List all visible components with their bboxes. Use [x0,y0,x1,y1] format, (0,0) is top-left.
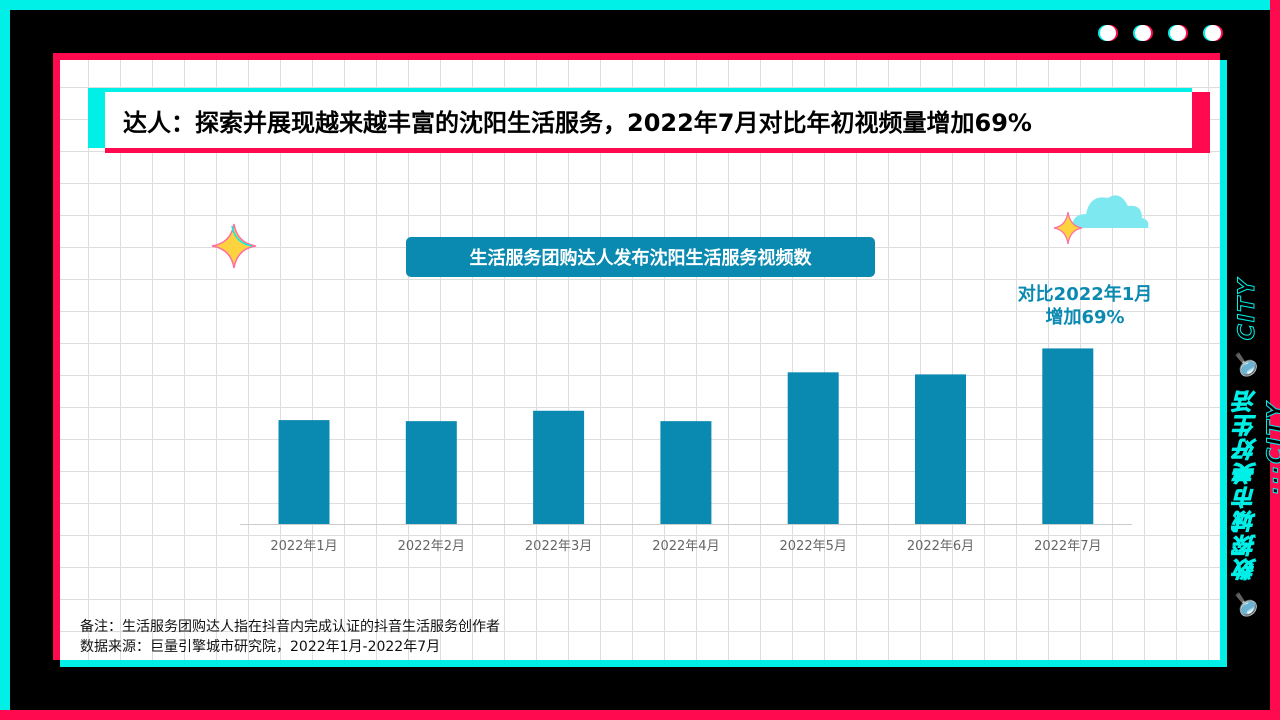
annotation-line-2: 增加69% [1045,307,1125,328]
x-tick-label: 2022年6月 [907,539,974,554]
annotation-line-1: 对比2022年1月 [1017,284,1153,305]
cloud-sparkle-icon [1053,195,1149,245]
remark-note: 备注：生活服务团购达人指在抖音内完成认证的抖音生活服务创作者 [80,619,500,635]
x-tick-label: 2022年1月 [270,539,337,554]
page-title: 达人：探索并展现越来越丰富的沈阳生活服务，2022年7月对比年初视频量增加69% [105,92,1192,148]
bar-3 [533,410,585,524]
window-dot-icon [1135,25,1151,41]
bar-6 [915,374,966,524]
x-tick-label: 2022年5月 [780,539,847,554]
side-slogan: 🔍 数探城市美好生活 🔍 CITY ···CITY [1235,277,1280,620]
bar-5 [787,372,839,524]
growth-annotation: 对比2022年1月 增加69% [1000,283,1170,329]
x-tick-label: 2022年2月 [398,539,465,554]
bar-4 [660,421,712,524]
bar-2 [405,421,457,524]
chart-title: 生活服务团购达人发布沈阳生活服务视频数 [406,237,875,277]
window-dot-icon [1100,25,1116,41]
window-dot-icon [1170,25,1186,41]
bar-7 [1042,348,1094,524]
grid-panel [60,60,1220,660]
x-tick-label: 2022年4月 [652,539,719,554]
bottom-border [0,710,1280,720]
left-border [0,0,10,720]
right-border [1270,0,1280,720]
bar-1 [278,420,330,524]
x-tick-label: 2022年7月 [1034,539,1101,554]
source-note: 数据来源：巨量引擎城市研究院，2022年1月-2022年7月 [80,639,441,655]
sparkle-icon [211,223,257,269]
top-border [0,0,1280,10]
window-dot-icon [1205,25,1221,41]
x-tick-label: 2022年3月 [525,539,592,554]
